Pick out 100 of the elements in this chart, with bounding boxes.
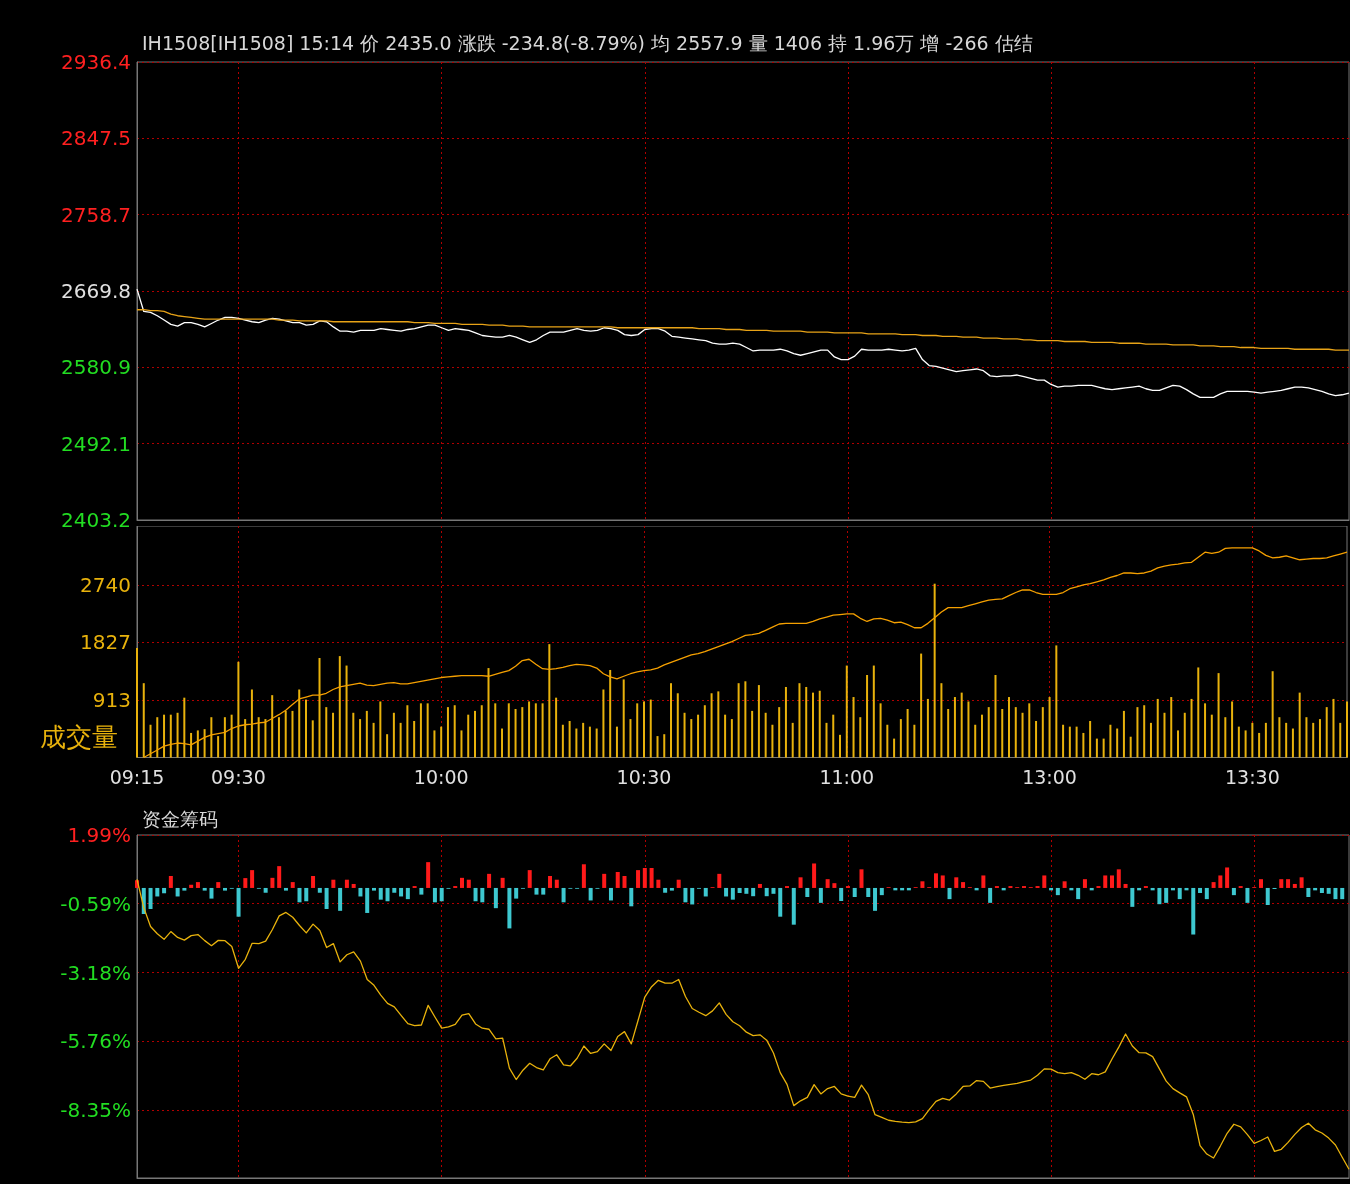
bar xyxy=(466,879,471,888)
bar xyxy=(987,707,990,758)
bar xyxy=(230,714,233,758)
bar xyxy=(859,869,864,888)
bar xyxy=(176,712,179,758)
bar xyxy=(588,887,593,901)
bar xyxy=(1157,887,1162,905)
bar xyxy=(501,728,504,758)
bar xyxy=(1191,887,1196,935)
bar xyxy=(1041,707,1044,758)
bar xyxy=(670,683,673,758)
bar xyxy=(832,714,835,758)
bar xyxy=(1210,714,1213,758)
bar xyxy=(656,879,661,888)
bar xyxy=(1197,667,1200,758)
bar xyxy=(460,730,463,758)
bar xyxy=(250,870,255,888)
bar xyxy=(629,719,632,758)
bar xyxy=(385,887,390,902)
bar xyxy=(216,882,221,888)
bar xyxy=(811,692,814,758)
bar xyxy=(514,887,519,899)
bar xyxy=(926,698,929,758)
bar xyxy=(182,887,187,891)
bar xyxy=(467,714,470,758)
bar xyxy=(988,887,993,903)
bar xyxy=(243,878,248,888)
bar xyxy=(1285,722,1288,758)
bar xyxy=(283,887,288,891)
bar xyxy=(1265,887,1270,905)
bar xyxy=(250,689,253,758)
bar xyxy=(642,868,647,888)
bar xyxy=(338,887,343,911)
bar xyxy=(757,685,760,758)
y-tick-label: -5.76% xyxy=(60,1029,131,1054)
bar xyxy=(352,712,355,758)
bar xyxy=(1264,722,1267,758)
bar xyxy=(602,873,607,888)
bar xyxy=(223,717,226,758)
bar xyxy=(906,709,909,758)
bar xyxy=(947,887,952,900)
x-tick-label: 10:00 xyxy=(413,766,469,788)
bar xyxy=(372,722,375,758)
bar xyxy=(1258,732,1261,758)
bar xyxy=(555,697,558,758)
bar xyxy=(940,875,945,888)
bar xyxy=(379,701,382,758)
bar xyxy=(581,864,586,888)
bar xyxy=(561,887,566,903)
bar xyxy=(331,879,336,888)
bar xyxy=(893,738,896,758)
bar xyxy=(954,877,959,888)
bar xyxy=(818,690,821,758)
chart-title: IH1508[IH1508] 15:14 价 2435.0 涨跌 -234.8(-8.79%) 均 2557.9 量 1406 持 1.96万 增 -266 估结 xyxy=(142,31,1033,54)
bar xyxy=(1143,705,1146,758)
bar xyxy=(1068,726,1071,758)
bar xyxy=(778,887,783,917)
bar xyxy=(1062,881,1067,888)
bar xyxy=(1164,887,1169,903)
bar xyxy=(1326,887,1331,894)
bar xyxy=(886,724,889,758)
bar xyxy=(608,887,613,901)
bar xyxy=(541,887,546,895)
bar xyxy=(263,887,268,893)
bar xyxy=(500,877,505,888)
bar xyxy=(1231,701,1234,758)
bar xyxy=(1278,717,1281,758)
bar xyxy=(1177,730,1180,758)
bar xyxy=(534,703,537,758)
bar xyxy=(351,883,356,888)
y-tick-label: 2758.7 xyxy=(61,202,131,227)
bar xyxy=(487,668,490,758)
bar xyxy=(953,697,956,758)
bar xyxy=(595,728,598,758)
bar xyxy=(920,653,923,758)
bar xyxy=(1224,717,1227,758)
bar xyxy=(737,887,742,894)
bar xyxy=(703,705,706,758)
bar xyxy=(432,887,437,903)
bar xyxy=(1136,707,1139,758)
bar xyxy=(1130,887,1135,907)
bar xyxy=(378,887,383,900)
bar xyxy=(1340,887,1345,900)
bar xyxy=(757,883,762,888)
bar xyxy=(365,710,368,758)
bar xyxy=(548,644,551,758)
bar xyxy=(933,583,936,758)
bar xyxy=(473,710,476,758)
y-tick-label: 2936.4 xyxy=(61,50,131,74)
bar xyxy=(1116,869,1121,888)
bar xyxy=(507,703,510,758)
bar xyxy=(1110,875,1115,888)
bar xyxy=(507,887,512,929)
bar xyxy=(1001,709,1004,758)
bar xyxy=(636,703,639,758)
bar xyxy=(778,707,781,758)
bar xyxy=(1055,645,1058,758)
bar xyxy=(845,665,848,758)
bar xyxy=(196,730,199,758)
bar xyxy=(548,875,553,888)
